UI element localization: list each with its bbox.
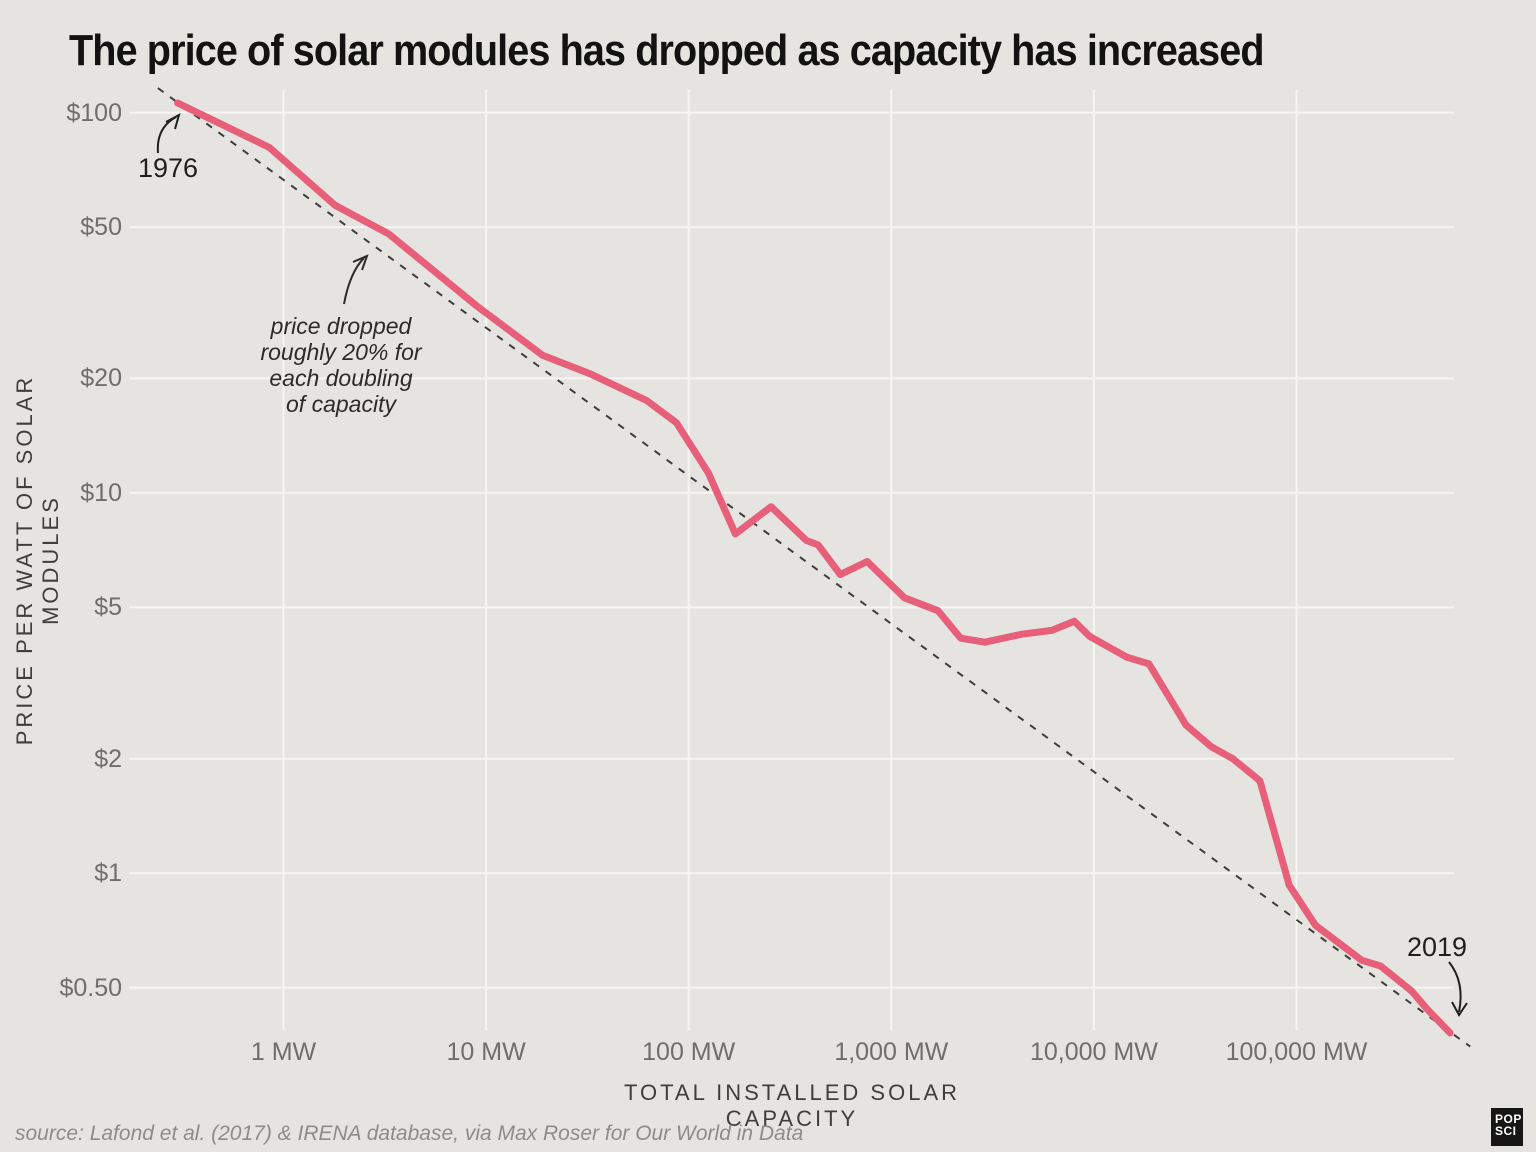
arrow-to-2019-end	[1448, 961, 1468, 1017]
trend-note-line: each doubling	[269, 365, 413, 391]
y-tick-label-$50: $50	[80, 213, 122, 242]
x-tick-label-10,000 MW: 10,000 MW	[1029, 1038, 1158, 1066]
x-tick-label-100 MW: 100 MW	[642, 1038, 736, 1066]
arrow-to-1976-start	[156, 112, 181, 154]
trend-note-line: of capacity	[286, 391, 396, 417]
y-tick-label-$5: $5	[94, 593, 122, 622]
popsci-logo-line2: SCI	[1495, 1124, 1517, 1138]
x-axis-label: TOTAL INSTALLED SOLAR CAPACITY	[623, 1080, 961, 1131]
y-tick-label-$0.50: $0.50	[59, 973, 122, 1002]
popsci-logo-line1: POP	[1495, 1112, 1522, 1126]
y-tick-label-$100: $100	[66, 98, 122, 127]
y-tick-label-$10: $10	[80, 478, 122, 507]
y-tick-label-$2: $2	[94, 744, 122, 773]
x-tick-label-1,000 MW: 1,000 MW	[834, 1038, 949, 1066]
x-tick-label-100,000 MW: 100,000 MW	[1225, 1038, 1368, 1066]
gridlines	[129, 90, 1454, 1030]
arrow-to-trend-line	[343, 254, 369, 305]
trend-note-line: roughly 20% for	[260, 339, 422, 365]
trend-note-line: price dropped	[270, 313, 412, 339]
annotation-start-year: 1976	[137, 153, 199, 183]
x-tick-label-1 MW: 1 MW	[250, 1038, 317, 1066]
source-attribution: source: Lafond et al. (2017) & IRENA dat…	[15, 1122, 804, 1145]
x-tick-label-10 MW: 10 MW	[446, 1038, 526, 1066]
y-tick-label-$20: $20	[80, 364, 122, 393]
chart-title: The price of solar modules has dropped a…	[69, 26, 1265, 75]
annotation-trend-note: price dropped roughly 20% for each doublin…	[241, 313, 441, 417]
y-tick-label-$1: $1	[94, 859, 122, 888]
annotation-end-year: 2019	[1406, 932, 1468, 962]
trend-dashed-line	[157, 87, 1471, 1048]
price-line	[174, 99, 1454, 1037]
popsci-logo: POP SCI	[1491, 1108, 1523, 1146]
